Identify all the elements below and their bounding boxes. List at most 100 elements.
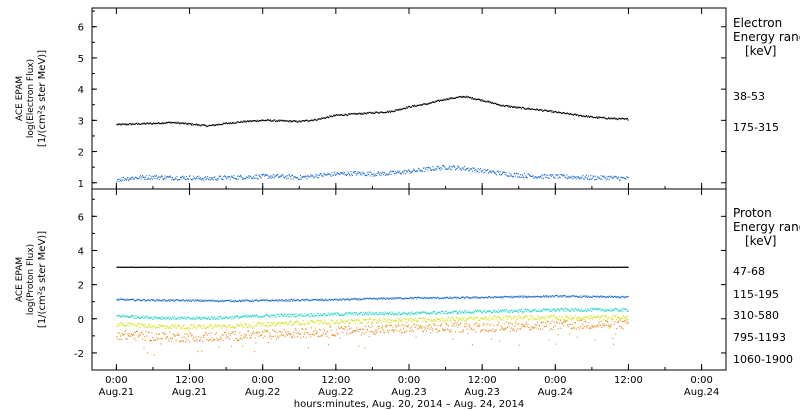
- data-point: [272, 120, 274, 122]
- data-point: [498, 171, 500, 173]
- data-point: [272, 315, 274, 317]
- data-point: [610, 176, 612, 178]
- data-point: [529, 108, 530, 110]
- data-point: [452, 316, 454, 318]
- data-point: [342, 331, 344, 333]
- data-point: [205, 179, 207, 181]
- data-point: [404, 331, 406, 333]
- data-point: [302, 120, 304, 122]
- data-point: [370, 311, 372, 313]
- data-point: [438, 298, 440, 300]
- data-point: [183, 336, 185, 338]
- data-point: [421, 326, 423, 328]
- data-point: [429, 296, 431, 299]
- data-point: [618, 117, 620, 119]
- data-point: [180, 327, 182, 329]
- data-point: [433, 296, 435, 298]
- data-point: [282, 322, 284, 324]
- data-point: [156, 316, 158, 319]
- data-point: [130, 323, 132, 325]
- data-point: [439, 297, 440, 299]
- data-point: [291, 266, 293, 268]
- data-point: [582, 115, 584, 117]
- data-point: [390, 298, 392, 300]
- data-point: [153, 325, 154, 327]
- data-point: [403, 324, 405, 327]
- data-point: [533, 310, 535, 312]
- data-point: [539, 317, 541, 319]
- data-point: [387, 174, 389, 176]
- data-point: [599, 177, 601, 179]
- data-point: [493, 330, 495, 332]
- data-point: [256, 266, 258, 268]
- data-point: [118, 266, 120, 268]
- data-point: [455, 169, 457, 171]
- data-point: [562, 318, 564, 320]
- data-point: [626, 266, 628, 268]
- data-point: [155, 327, 157, 329]
- data-point: [458, 297, 459, 299]
- data-point: [596, 307, 598, 310]
- data-point: [155, 174, 157, 177]
- data-point: [608, 117, 609, 119]
- data-point: [627, 318, 629, 320]
- data-point: [338, 326, 339, 328]
- data-point: [485, 296, 487, 298]
- data-point: [235, 178, 237, 180]
- data-point: [259, 321, 260, 324]
- data-point: [311, 119, 313, 121]
- data-point: [248, 315, 250, 318]
- data-point: [169, 338, 171, 340]
- data-point: [128, 316, 130, 318]
- data-point: [539, 177, 541, 179]
- data-point: [234, 316, 236, 318]
- data-point: [466, 266, 468, 269]
- data-point: [192, 338, 194, 340]
- data-point: [128, 335, 130, 337]
- data-point: [387, 111, 389, 113]
- data-point: [518, 344, 520, 346]
- data-point: [417, 296, 419, 299]
- data-point: [330, 313, 332, 315]
- data-point: [207, 176, 209, 178]
- data-point: [387, 266, 389, 268]
- data-point: [139, 175, 141, 177]
- data-point: [342, 173, 344, 175]
- data-point: [534, 296, 536, 298]
- data-point: [326, 266, 328, 268]
- data-point: [499, 171, 501, 173]
- data-point: [339, 337, 341, 339]
- data-point: [273, 177, 275, 179]
- data-point: [567, 309, 568, 311]
- data-point: [392, 170, 394, 172]
- data-point: [588, 318, 590, 320]
- data-point: [143, 123, 145, 125]
- data-point: [373, 332, 375, 334]
- data-point: [118, 323, 120, 325]
- data-point: [245, 299, 247, 301]
- data-point: [304, 300, 306, 302]
- data-point: [317, 174, 319, 176]
- data-point: [173, 317, 175, 319]
- data-point: [264, 314, 266, 316]
- data-point: [428, 266, 430, 268]
- data-point: [133, 298, 135, 301]
- data-point: [327, 312, 329, 314]
- data-point: [343, 266, 345, 268]
- data-point: [264, 266, 266, 268]
- data-point: [129, 299, 131, 301]
- data-point: [369, 330, 371, 332]
- data-point: [352, 113, 354, 115]
- data-point: [596, 266, 598, 268]
- data-point: [387, 320, 389, 322]
- data-point: [469, 316, 471, 318]
- data-point: [488, 266, 489, 268]
- data-point: [164, 266, 166, 268]
- data-point: [579, 320, 581, 322]
- data-point: [402, 266, 404, 268]
- data-point: [259, 299, 261, 301]
- data-point: [561, 316, 563, 318]
- data-point: [310, 299, 312, 301]
- data-point: [371, 112, 372, 114]
- data-point: [613, 266, 615, 268]
